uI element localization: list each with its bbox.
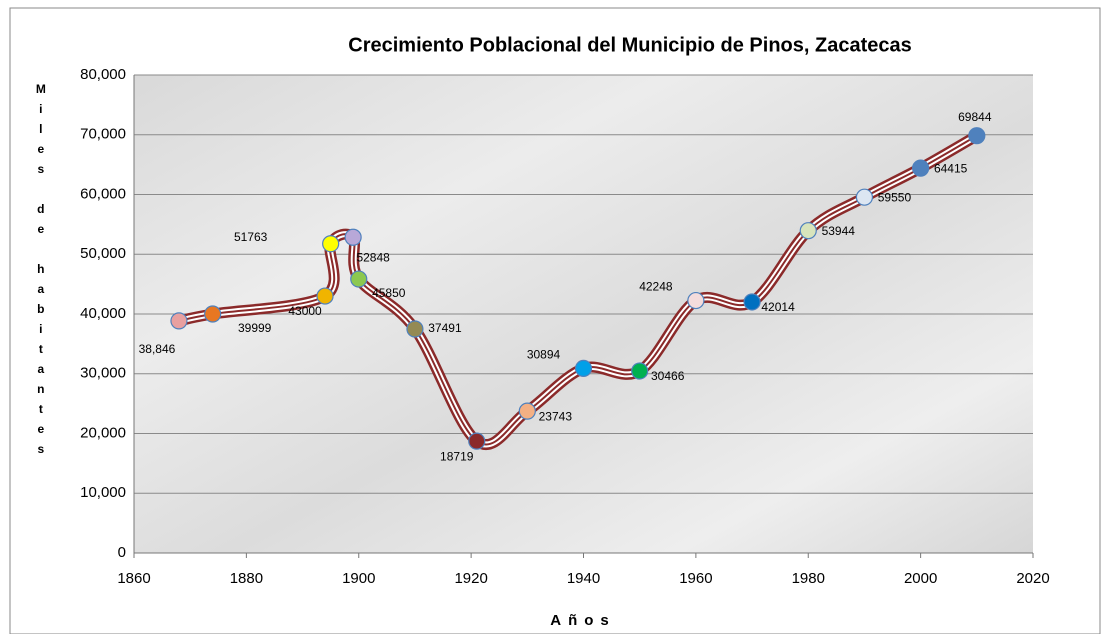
chart-title: Crecimiento Poblacional del Municipio de…	[348, 34, 911, 56]
data-label: 42248	[639, 280, 673, 294]
data-point	[855, 188, 874, 206]
x-tick-label: 1860	[117, 570, 150, 587]
data-point	[743, 293, 761, 311]
y-tick-label: 0	[118, 544, 126, 561]
data-label: 30894	[527, 348, 561, 362]
data-point	[574, 359, 593, 378]
data-point	[406, 320, 424, 338]
x-tick-label: 2000	[904, 570, 937, 587]
x-tick-label: 1920	[454, 570, 487, 587]
data-point	[170, 312, 188, 330]
data-point	[204, 305, 222, 323]
x-tick-label: 1880	[230, 570, 263, 587]
data-label: 42014	[761, 300, 795, 314]
data-label: 53944	[822, 224, 856, 238]
y-axis-label: Miles de habitantes	[34, 82, 48, 462]
data-label: 43000	[288, 304, 322, 318]
data-label: 51763	[234, 230, 268, 244]
y-tick-label: 20,000	[80, 424, 126, 441]
data-point	[350, 270, 368, 288]
data-label: 38,846	[139, 342, 176, 356]
data-point	[344, 228, 362, 246]
data-point	[687, 291, 705, 310]
data-label: 39999	[238, 321, 272, 335]
data-label: 18719	[440, 449, 474, 463]
x-tick-label: 1900	[342, 570, 375, 587]
y-tick-label: 30,000	[80, 365, 126, 382]
data-label: 45850	[372, 286, 406, 300]
x-tick-label: 1940	[567, 570, 600, 587]
data-point	[322, 235, 340, 253]
data-point	[799, 222, 817, 240]
data-label: 52848	[356, 250, 390, 264]
data-label: 30466	[651, 369, 685, 383]
x-axis-label: Años	[550, 612, 616, 629]
data-label: 59550	[878, 190, 912, 204]
data-label: 23743	[539, 409, 573, 423]
data-point	[468, 432, 486, 450]
x-tick-label: 1980	[792, 570, 825, 587]
x-tick-label: 2020	[1016, 570, 1049, 587]
y-tick-label: 60,000	[80, 185, 126, 202]
data-point	[968, 127, 986, 145]
data-point	[518, 402, 536, 420]
data-point	[316, 287, 334, 305]
data-point	[912, 159, 930, 177]
y-tick-label: 70,000	[80, 126, 126, 143]
x-tick-label: 1960	[679, 570, 712, 587]
y-tick-label: 50,000	[80, 245, 126, 262]
y-tick-label: 10,000	[80, 484, 126, 501]
data-label: 64415	[934, 161, 968, 175]
data-label: 37491	[428, 321, 462, 335]
data-point	[631, 362, 649, 380]
y-tick-label: 40,000	[80, 305, 126, 322]
y-tick-label: 80,000	[80, 66, 126, 83]
data-label: 69844	[958, 110, 992, 124]
